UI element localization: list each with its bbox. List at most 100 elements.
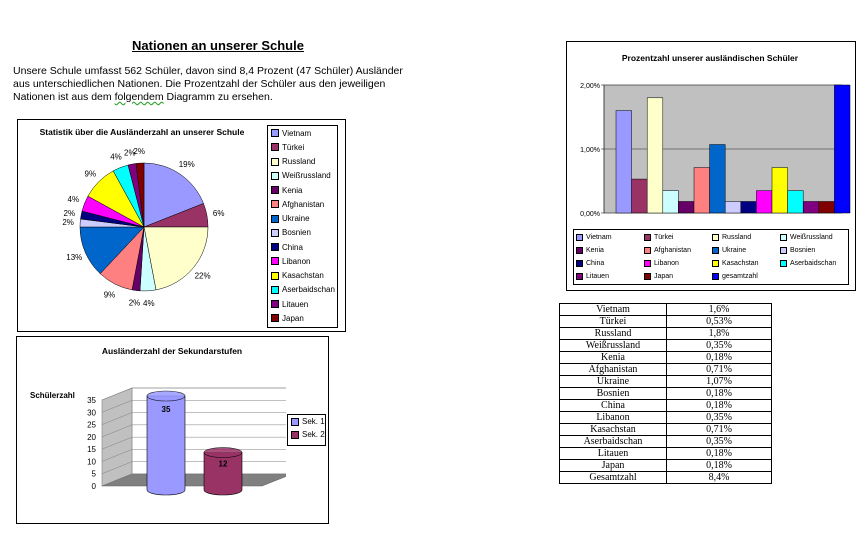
pie-legend-label: China bbox=[282, 242, 303, 252]
column-legend-label: Aserbaidschan bbox=[790, 260, 837, 267]
pie-chart: Statistik über die Ausländerzahl an unse… bbox=[40, 127, 245, 308]
table-cell-country: Litauen bbox=[559, 447, 667, 460]
column-legend-label: gesamtzahl bbox=[722, 273, 758, 280]
legend-swatch bbox=[780, 247, 787, 254]
legend-swatch bbox=[271, 300, 279, 309]
column-bar-gesamtzahl bbox=[834, 84, 851, 214]
table-cell-country: Weißrussland bbox=[559, 339, 667, 352]
pie-data-label: 9% bbox=[85, 169, 97, 178]
table-cell-country: Russland bbox=[559, 327, 667, 340]
pie-legend-label: Türkei bbox=[282, 142, 305, 152]
pie-legend-label: Russland bbox=[282, 157, 316, 167]
pie-data-label: 4% bbox=[143, 299, 155, 308]
pie-legend-label: Kenia bbox=[282, 185, 303, 195]
legend-swatch bbox=[576, 273, 583, 280]
table-row: Libanon 0,35% bbox=[559, 411, 772, 424]
pie-legend-item: Japan bbox=[268, 311, 337, 325]
intro-line-3c: Diagramm zu ersehen. bbox=[163, 91, 273, 103]
table-row: Kasachstan 0,71% bbox=[559, 423, 772, 436]
column-legend-item: Russland bbox=[712, 231, 780, 244]
legend-swatch bbox=[271, 285, 279, 294]
pie-data-label: 2% bbox=[133, 147, 145, 156]
pie-slice-vietnam bbox=[143, 162, 204, 228]
pie-legend-label: Aserbaidschan bbox=[282, 285, 335, 295]
column-bar-russland bbox=[646, 97, 664, 214]
bar3d-y-axis-label: Schülerzahl bbox=[30, 391, 75, 400]
pie-legend-item: Litauen bbox=[268, 297, 337, 311]
bar3d-tick-label: 30 bbox=[87, 408, 96, 417]
pie-legend-label: Bosnien bbox=[282, 228, 311, 238]
pie-legend-label: Vietnam bbox=[282, 128, 312, 138]
pie-legend: Vietnam Türkei Russland Weißrussland Kenia Af… bbox=[267, 125, 338, 328]
column-legend-item: gesamtzahl bbox=[712, 270, 780, 283]
column-legend-item: Japan bbox=[644, 270, 712, 283]
table-row: Kenia 0,18% bbox=[559, 351, 772, 364]
legend-swatch bbox=[712, 247, 719, 254]
column-legend-item: Litauen bbox=[576, 270, 644, 283]
legend-swatch bbox=[291, 417, 299, 426]
table-cell-percent: 0,18% bbox=[666, 387, 772, 400]
pie-legend-item: Weißrussland bbox=[268, 169, 337, 183]
pie-data-label: 4% bbox=[68, 195, 80, 204]
pie-legend-item: Kasachstan bbox=[268, 269, 337, 283]
percentage-table: Vietnam 1,6% Türkei 0,53% Russland 1,8% Weißru… bbox=[559, 303, 772, 484]
table-cell-percent: 0,18% bbox=[666, 351, 772, 364]
legend-swatch bbox=[644, 273, 651, 280]
table-cell-percent: 0,53% bbox=[666, 315, 772, 328]
legend-swatch bbox=[291, 430, 299, 439]
column-bar-afghanistan bbox=[693, 167, 710, 214]
column-legend-label: Bosnien bbox=[790, 247, 816, 254]
table-cell-percent: 1,6% bbox=[666, 303, 772, 316]
table-row: Gesamtzahl 8,4% bbox=[559, 471, 772, 484]
table-cell-percent: 0,18% bbox=[666, 459, 772, 472]
bar3d-cylinder-1 bbox=[146, 390, 186, 496]
bar3d-tick-label: 25 bbox=[87, 421, 96, 430]
column-legend-label: Kenia bbox=[586, 247, 604, 254]
bar3d-gridline bbox=[101, 387, 133, 401]
column-legend-item: Libanon bbox=[644, 257, 712, 270]
bar3d-side-wall bbox=[101, 387, 133, 487]
column-legend-label: Ukraine bbox=[722, 247, 747, 254]
legend-swatch bbox=[780, 234, 787, 241]
pie-data-label: 2% bbox=[62, 218, 74, 227]
pie-legend-item: Russland bbox=[268, 155, 337, 169]
table-row: China 0,18% bbox=[559, 399, 772, 412]
legend-swatch bbox=[576, 247, 583, 254]
column-legend-label: Litauen bbox=[586, 273, 609, 280]
table-cell-country: Afghanistan bbox=[559, 363, 667, 376]
pie-legend-item: Bosnien bbox=[268, 226, 337, 240]
bar3d-gridline bbox=[101, 424, 133, 438]
table-cell-country: Türkei bbox=[559, 315, 667, 328]
column-bar-kenia bbox=[678, 201, 695, 214]
table-row: Aserbaidschan 0,35% bbox=[559, 435, 772, 448]
pie-legend-item: Vietnam bbox=[268, 126, 337, 140]
column-bar-libanon bbox=[756, 190, 773, 214]
column-chart: Prozentzahl unserer ausländischen Schüle… bbox=[580, 53, 851, 218]
column-bar-aserbaidschan bbox=[787, 190, 804, 214]
pie-data-label: 4% bbox=[110, 152, 122, 161]
column-bar-kasachstan bbox=[771, 167, 788, 214]
table-cell-percent: 0,71% bbox=[666, 423, 772, 436]
pie-legend-item: Kenia bbox=[268, 183, 337, 197]
legend-swatch bbox=[712, 260, 719, 267]
bar3d-legend-item: Sek. 2 bbox=[288, 428, 325, 441]
table-row: Ukraine 1,07% bbox=[559, 375, 772, 388]
legend-swatch bbox=[644, 247, 651, 254]
pie-legend-label: Litauen bbox=[282, 299, 309, 309]
intro-paragraph: Unsere Schule umfasst 562 Schüler, davon… bbox=[13, 65, 443, 104]
bar3d-legend: Sek. 1 Sek. 2 bbox=[287, 414, 326, 446]
pie-chart-title: Statistik über die Ausländerzahl an unse… bbox=[40, 127, 245, 137]
column-legend-item: Aserbaidschan bbox=[780, 257, 848, 270]
pie-legend-label: Kasachstan bbox=[282, 271, 324, 281]
bar3d-tick-label: 15 bbox=[87, 445, 96, 454]
legend-swatch bbox=[271, 271, 279, 280]
table-cell-percent: 0,35% bbox=[666, 411, 772, 424]
table-cell-country: Japan bbox=[559, 459, 667, 472]
table-row: Russland 1,8% bbox=[559, 327, 772, 340]
intro-line-1: Unsere Schule umfasst 562 Schüler, davon… bbox=[13, 65, 403, 77]
legend-swatch bbox=[271, 228, 279, 237]
bar3d-tick-label: 35 bbox=[87, 396, 96, 405]
pie-data-label: 22% bbox=[195, 271, 211, 280]
page-title: Nationen an unserer Schule bbox=[132, 38, 304, 53]
table-cell-percent: 0,35% bbox=[666, 435, 772, 448]
